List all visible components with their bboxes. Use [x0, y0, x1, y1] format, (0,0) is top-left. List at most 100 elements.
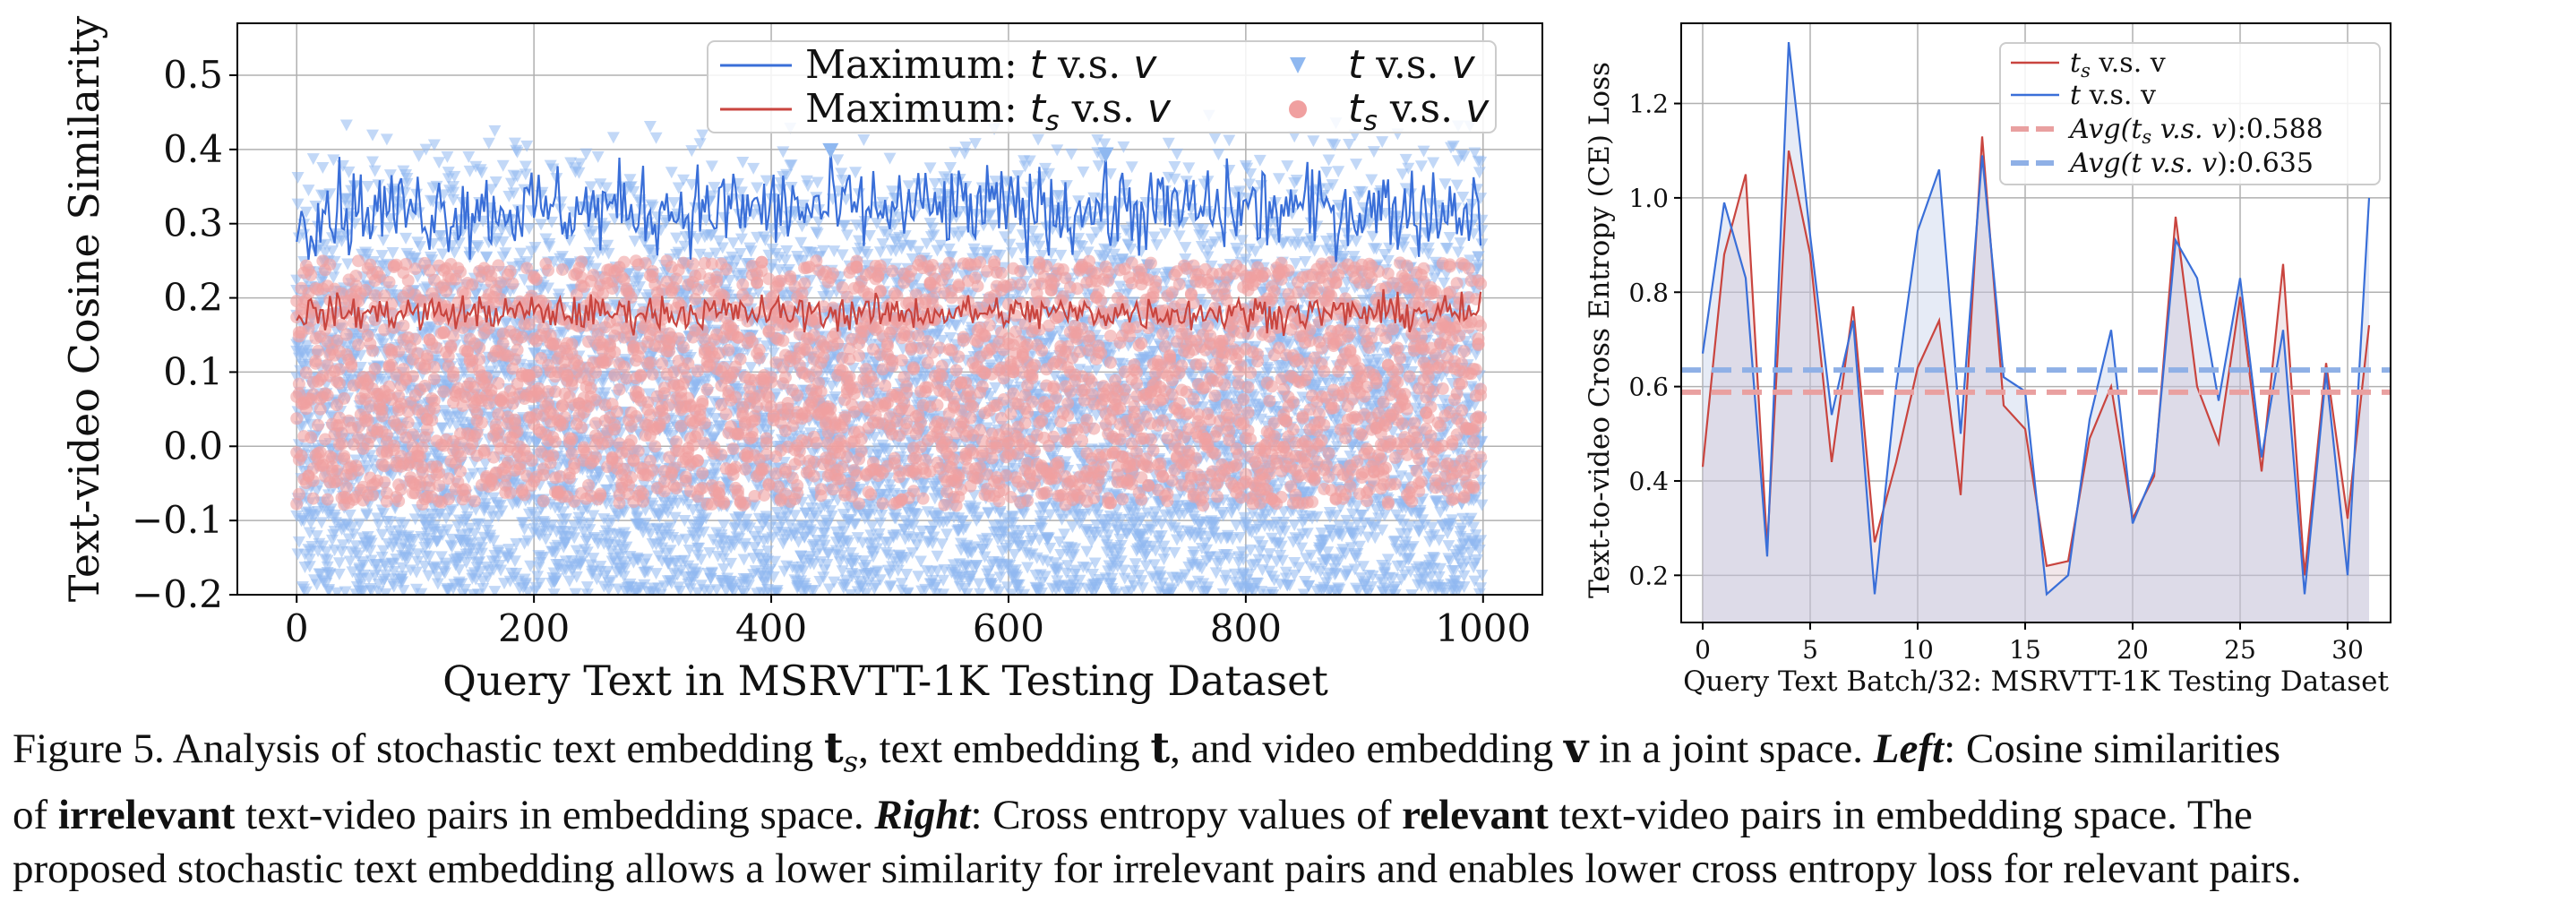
marker-triangle — [693, 138, 707, 150]
marker-triangle — [605, 514, 619, 527]
marker-triangle — [821, 499, 835, 511]
marker-triangle — [717, 553, 731, 565]
marker-triangle — [291, 198, 305, 210]
marker-triangle — [399, 232, 413, 245]
marker-triangle — [1061, 465, 1075, 477]
marker-triangle — [784, 519, 797, 531]
marker-triangle — [968, 502, 982, 514]
marker-triangle — [582, 222, 596, 235]
marker-triangle — [1032, 233, 1045, 245]
marker-triangle — [1100, 522, 1113, 535]
marker-triangle — [559, 513, 572, 526]
marker-triangle — [807, 585, 820, 595]
marker-triangle — [1103, 350, 1117, 363]
marker-triangle — [619, 531, 632, 544]
marker-triangle — [375, 528, 389, 541]
marker-triangle — [482, 137, 495, 150]
marker-triangle — [807, 558, 820, 571]
marker-triangle — [1081, 365, 1095, 378]
marker-triangle — [770, 587, 784, 595]
marker-triangle — [751, 287, 765, 299]
marker-triangle — [546, 163, 560, 176]
marker-triangle — [306, 153, 320, 166]
marker-triangle — [1067, 549, 1080, 562]
marker-triangle — [822, 290, 836, 303]
marker-triangle — [568, 532, 581, 545]
marker-triangle — [1055, 513, 1069, 526]
marker-triangle — [434, 230, 448, 243]
marker-triangle — [1054, 249, 1068, 262]
marker-triangle — [375, 250, 389, 262]
marker-triangle — [910, 539, 923, 552]
marker-triangle — [468, 528, 481, 540]
marker-triangle — [356, 586, 370, 595]
marker-triangle — [1033, 534, 1046, 546]
marker-triangle — [528, 517, 542, 529]
marker-triangle — [316, 162, 330, 175]
marker-triangle — [478, 498, 492, 511]
marker-triangle — [944, 161, 957, 174]
marker-triangle — [303, 561, 316, 573]
marker-triangle — [873, 517, 887, 529]
marker-triangle — [780, 168, 794, 181]
marker-triangle — [341, 258, 355, 270]
marker-triangle — [920, 237, 933, 250]
marker-triangle — [368, 165, 382, 177]
marker-triangle — [315, 517, 329, 529]
marker-triangle — [891, 564, 905, 577]
marker-triangle — [1085, 233, 1098, 245]
marker-triangle — [1042, 532, 1055, 545]
marker-triangle — [408, 534, 421, 546]
marker-triangle — [382, 222, 396, 235]
marker-triangle — [642, 388, 656, 400]
marker-triangle — [303, 527, 316, 539]
marker-triangle — [998, 231, 1011, 244]
marker-triangle — [396, 576, 409, 588]
marker-triangle — [643, 528, 657, 540]
marker-triangle — [786, 433, 799, 445]
marker-triangle — [870, 543, 883, 555]
marker-triangle — [733, 533, 746, 545]
marker-triangle — [436, 422, 450, 434]
marker-triangle — [744, 362, 758, 374]
marker-triangle — [376, 234, 390, 246]
marker-triangle — [740, 513, 753, 526]
marker-triangle — [397, 585, 410, 595]
marker-triangle — [940, 528, 954, 541]
marker-triangle — [742, 575, 755, 588]
marker-triangle — [599, 182, 613, 194]
marker-triangle — [796, 199, 810, 211]
marker-triangle — [494, 499, 508, 511]
marker-triangle — [1102, 245, 1115, 257]
marker-triangle — [1098, 138, 1112, 150]
marker-triangle — [683, 583, 697, 595]
marker-triangle — [1132, 213, 1146, 226]
marker-triangle — [431, 535, 444, 547]
marker-triangle — [580, 533, 594, 545]
marker-triangle — [949, 146, 962, 159]
marker-triangle — [1086, 211, 1099, 224]
marker-triangle — [507, 187, 520, 200]
marker-triangle — [580, 546, 594, 559]
marker-triangle — [828, 245, 841, 258]
marker-triangle — [677, 174, 691, 186]
marker-triangle — [649, 132, 663, 144]
marker-triangle — [708, 412, 722, 425]
marker-triangle — [631, 272, 645, 285]
marker-triangle — [575, 555, 588, 568]
marker-triangle — [905, 240, 918, 253]
marker-triangle — [478, 458, 492, 470]
marker-triangle — [520, 140, 534, 152]
marker-triangle — [354, 579, 367, 591]
marker-triangle — [425, 254, 439, 267]
marker-triangle — [504, 177, 518, 190]
marker-triangle — [519, 577, 532, 589]
marker-triangle — [737, 554, 751, 566]
marker-triangle — [926, 222, 940, 235]
marker-triangle — [836, 249, 849, 262]
marker-triangle — [436, 248, 450, 261]
marker-triangle — [488, 586, 502, 595]
marker-triangle — [448, 170, 461, 183]
marker-triangle — [811, 176, 824, 189]
marker-triangle — [589, 262, 603, 275]
